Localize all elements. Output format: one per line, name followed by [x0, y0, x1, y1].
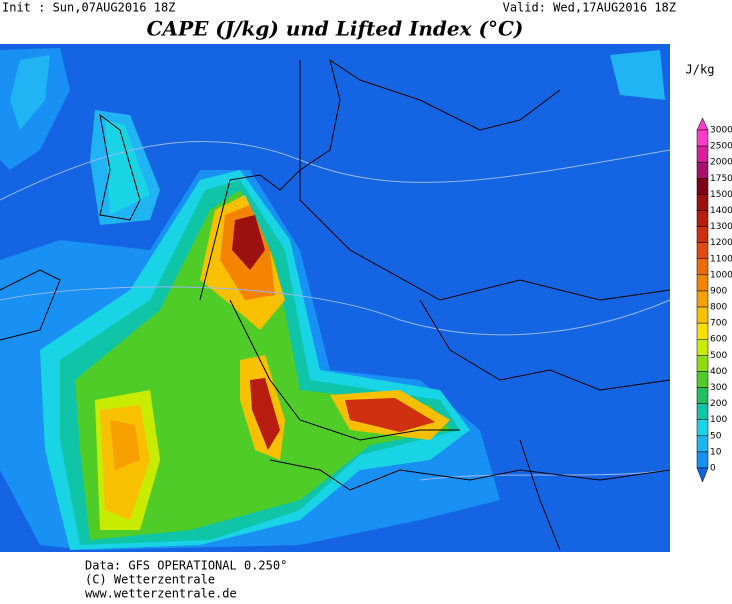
copyright: (C) Wetterzentrale — [85, 573, 215, 587]
colorbar-band — [696, 145, 709, 163]
colorbar-label: 2000 — [710, 158, 732, 168]
colorbar-band — [696, 306, 709, 324]
colorbar-band — [696, 387, 709, 404]
colorbar-label: 1400 — [710, 206, 732, 216]
colorbar-band — [696, 178, 709, 195]
colorbar-band — [696, 258, 709, 276]
valid-time: Valid: Wed,17AUG2016 18Z — [503, 1, 676, 15]
colorbar-band — [696, 338, 709, 356]
colorbar-label: 300 — [710, 383, 727, 393]
colorbar-band — [696, 210, 709, 227]
colorbar-label: 700 — [710, 319, 727, 329]
colorbar-label: 1300 — [710, 222, 732, 232]
legend-unit: J/kg — [686, 63, 715, 77]
colorbar-band — [696, 290, 709, 308]
colorbar-band — [696, 161, 709, 179]
init-time: Init : Sun,07AUG2016 18Z — [2, 1, 175, 15]
colorbar-label: 50 — [710, 431, 722, 441]
colorbar-band — [696, 371, 709, 388]
colorbar-band — [696, 355, 709, 372]
colorbar: 3000250020001750150014001300120011001000… — [696, 117, 732, 483]
data-source: Data: GFS OPERATIONAL 0.250° — [85, 559, 287, 573]
colorbar-band — [696, 242, 709, 260]
colorbar-label: 900 — [710, 286, 727, 296]
colorbar-band — [696, 274, 709, 292]
colorbar-band — [696, 451, 709, 469]
colorbar-label: 200 — [710, 399, 727, 409]
colorbar-band — [696, 194, 709, 211]
colorbar-label: 500 — [710, 351, 727, 361]
colorbar-label: 1500 — [710, 190, 732, 200]
colorbar-cap — [696, 467, 709, 483]
colorbar-label: 0 — [710, 464, 716, 474]
website: www.wetterzentrale.de — [85, 587, 237, 601]
colorbar-band — [696, 129, 709, 147]
map — [0, 44, 671, 552]
colorbar-label: 100 — [710, 415, 727, 425]
colorbar-label: 3000 — [710, 126, 732, 136]
colorbar-cap — [696, 117, 709, 131]
colorbar-label: 1750 — [710, 174, 732, 184]
map-title: CAPE (J/kg) und Lifted Index (°C) — [147, 17, 524, 41]
colorbar-label: 2500 — [710, 142, 732, 152]
colorbar-band — [696, 419, 709, 437]
colorbar-band — [696, 403, 709, 420]
colorbar-label: 1200 — [710, 238, 732, 248]
colorbar-label: 1100 — [710, 254, 732, 264]
colorbar-label: 600 — [710, 335, 727, 345]
colorbar-band — [696, 226, 709, 243]
colorbar-label: 10 — [710, 447, 722, 457]
colorbar-label: 1000 — [710, 270, 732, 280]
colorbar-band — [696, 435, 709, 453]
colorbar-band — [696, 322, 709, 340]
colorbar-label: 800 — [710, 303, 727, 313]
colorbar-label: 400 — [710, 367, 727, 377]
